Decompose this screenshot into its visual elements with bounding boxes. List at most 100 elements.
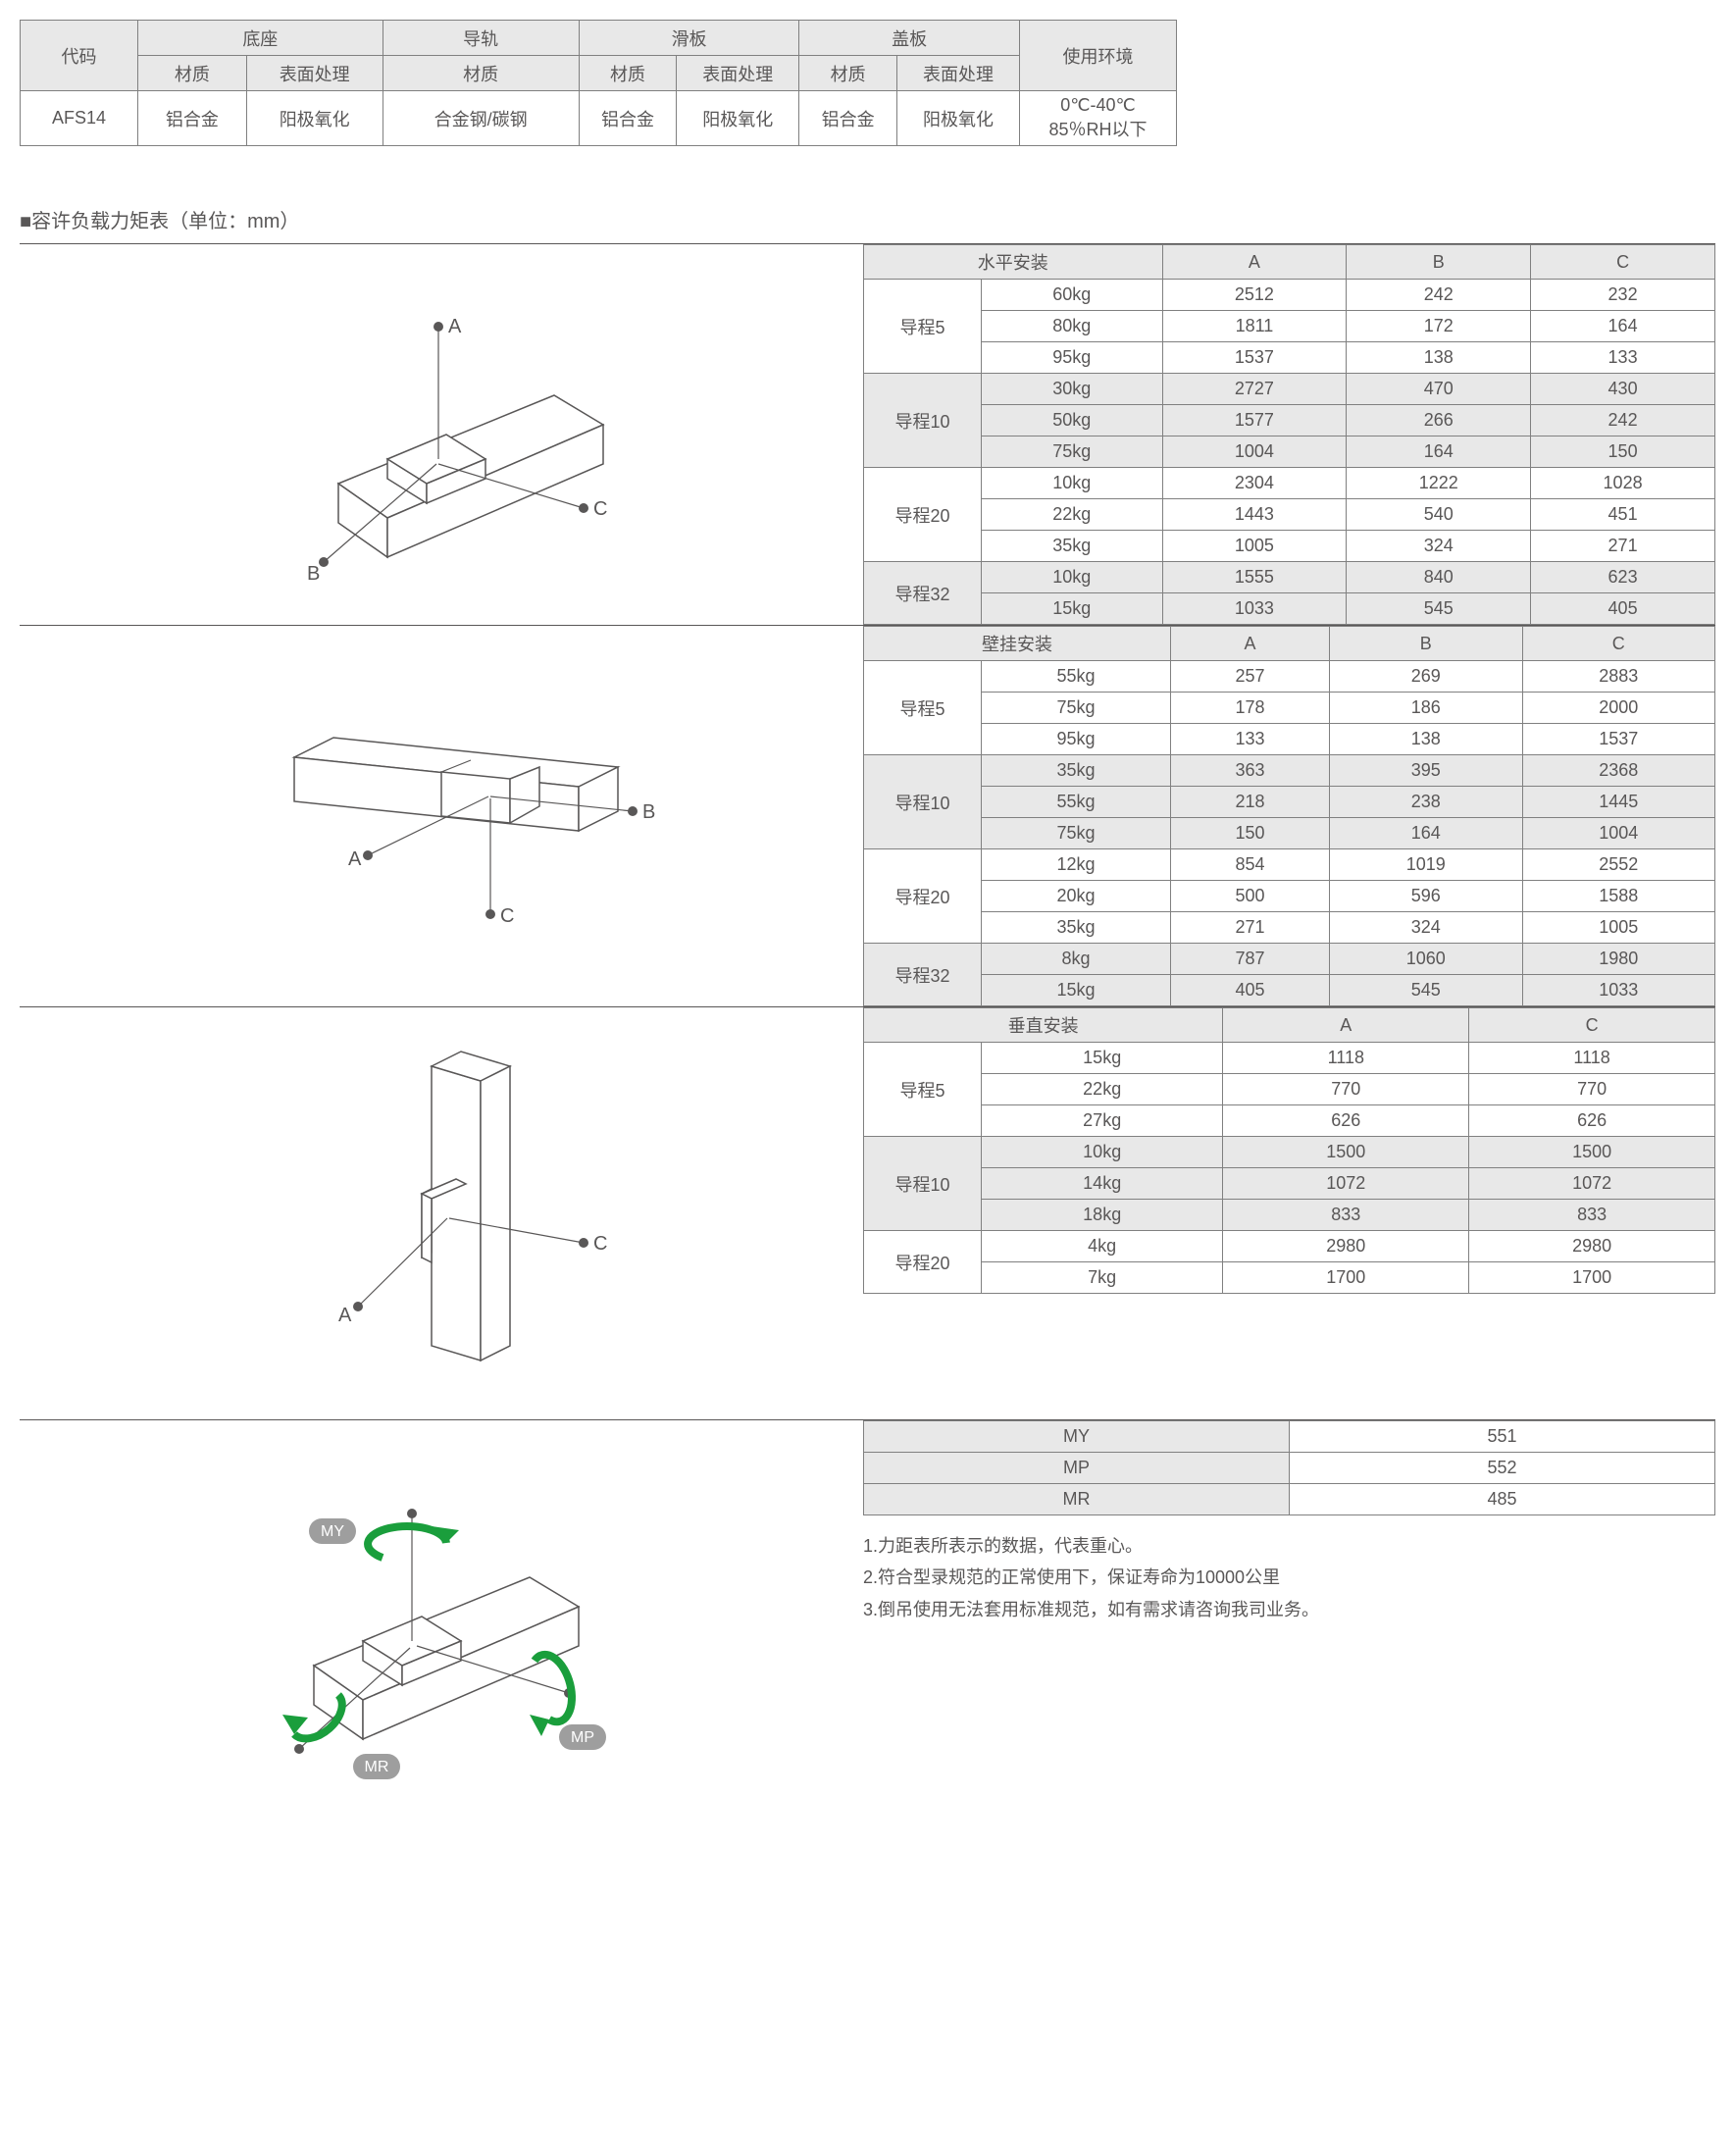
cell: 178 — [1171, 693, 1330, 724]
cell: 35kg — [982, 531, 1163, 562]
th-surface: 表面处理 — [677, 56, 799, 91]
label-c: C — [593, 498, 607, 520]
cell: 164 — [1531, 311, 1715, 342]
cell: 395 — [1330, 755, 1522, 787]
diagram-wall: B A C — [20, 626, 863, 1006]
cell: 2883 — [1522, 661, 1715, 693]
cell: 18kg — [982, 1200, 1223, 1231]
label-c: C — [593, 1233, 607, 1255]
cell: 2304 — [1162, 468, 1347, 499]
cell-lead: 导程10 — [864, 755, 982, 849]
cell: 138 — [1347, 342, 1531, 374]
cell: 1118 — [1223, 1043, 1469, 1074]
cell: 14kg — [982, 1168, 1223, 1200]
cell: 552 — [1290, 1453, 1715, 1484]
cell: 1019 — [1330, 849, 1522, 881]
cell: 4kg — [982, 1231, 1223, 1262]
th-col: C — [1469, 1008, 1715, 1043]
cell: 1500 — [1469, 1137, 1715, 1168]
material-table: 代码 底座 导轨 滑板 盖板 使用环境 材质 表面处理 材质 材质 表面处理 材… — [20, 20, 1177, 146]
th-env: 使用环境 — [1020, 21, 1177, 91]
cell: 1700 — [1223, 1262, 1469, 1294]
cell: 铝合金 — [579, 91, 677, 146]
cell: 405 — [1171, 975, 1330, 1006]
cell: 770 — [1223, 1074, 1469, 1105]
cell: 1577 — [1162, 405, 1347, 436]
section-vertical: C A 垂直安装AC导程515kg1118111822kg77077027kg6… — [20, 1007, 1715, 1420]
label-b: B — [642, 801, 655, 823]
note-line: 3.倒吊使用无法套用标准规范，如有需求请咨询我司业务。 — [863, 1594, 1715, 1625]
cell: 770 — [1469, 1074, 1715, 1105]
cell: MP — [864, 1453, 1290, 1484]
cell: 1811 — [1162, 311, 1347, 342]
cell-lead: 导程5 — [864, 1043, 982, 1137]
cell: 8kg — [982, 944, 1171, 975]
cell: 95kg — [982, 724, 1171, 755]
cell-env: 0℃-40℃ 85％RH以下 — [1020, 91, 1177, 146]
cell: 1588 — [1522, 881, 1715, 912]
cell: 15kg — [982, 1043, 1223, 1074]
cell: 324 — [1330, 912, 1522, 944]
cell: 2980 — [1469, 1231, 1715, 1262]
cell: 626 — [1469, 1105, 1715, 1137]
cell: 15kg — [982, 593, 1163, 625]
th-rail: 导轨 — [383, 21, 579, 56]
label-my: MY — [321, 1523, 344, 1540]
cell: 75kg — [982, 436, 1163, 468]
cell: 172 — [1347, 311, 1531, 342]
cell: 596 — [1330, 881, 1522, 912]
cell: 269 — [1330, 661, 1522, 693]
cell: 阳极氧化 — [246, 91, 383, 146]
section-title: ■容许负载力矩表（单位：mm） — [20, 205, 1715, 233]
cell: 10kg — [982, 562, 1163, 593]
cell: 500 — [1171, 881, 1330, 912]
cell: 1445 — [1522, 787, 1715, 818]
cell: 1072 — [1223, 1168, 1469, 1200]
cell: 623 — [1531, 562, 1715, 593]
note-line: 2.符合型录规范的正常使用下，保证寿命为10000公里 — [863, 1562, 1715, 1593]
label-b: B — [307, 563, 320, 585]
cell: 1005 — [1522, 912, 1715, 944]
cell: 1028 — [1531, 468, 1715, 499]
label-c: C — [500, 905, 514, 927]
cell: 833 — [1223, 1200, 1469, 1231]
cell: 485 — [1290, 1484, 1715, 1515]
cell: 2727 — [1162, 374, 1347, 405]
note-line: 1.力距表所表示的数据，代表重心。 — [863, 1530, 1715, 1562]
cell: 1118 — [1469, 1043, 1715, 1074]
diagram-horizontal: A C B — [20, 244, 863, 625]
cell: 22kg — [982, 1074, 1223, 1105]
table-vertical: 垂直安装AC导程515kg1118111822kg77077027kg62662… — [863, 1007, 1715, 1294]
cell-lead: 导程20 — [864, 849, 982, 944]
cell: 787 — [1171, 944, 1330, 975]
cell: 242 — [1347, 280, 1531, 311]
cell: 2980 — [1223, 1231, 1469, 1262]
th-title: 水平安装 — [864, 245, 1163, 280]
th-surface: 表面处理 — [246, 56, 383, 91]
cell: 30kg — [982, 374, 1163, 405]
cell: 12kg — [982, 849, 1171, 881]
cell: 271 — [1171, 912, 1330, 944]
cell: 551 — [1290, 1421, 1715, 1453]
cell: 164 — [1347, 436, 1531, 468]
cell: 15kg — [982, 975, 1171, 1006]
th-col: B — [1347, 245, 1531, 280]
cell: 164 — [1330, 818, 1522, 849]
cell: 1072 — [1469, 1168, 1715, 1200]
cell: 7kg — [982, 1262, 1223, 1294]
cell: 470 — [1347, 374, 1531, 405]
cell: MR — [864, 1484, 1290, 1515]
cell: 133 — [1531, 342, 1715, 374]
notes: 1.力距表所表示的数据，代表重心。2.符合型录规范的正常使用下，保证寿命为100… — [863, 1530, 1715, 1625]
cell: 430 — [1531, 374, 1715, 405]
cell: 2000 — [1522, 693, 1715, 724]
cell: 1537 — [1522, 724, 1715, 755]
cell: 405 — [1531, 593, 1715, 625]
th-col: B — [1330, 627, 1522, 661]
cell: 1555 — [1162, 562, 1347, 593]
label-mr: MR — [365, 1759, 389, 1775]
cell: 铝合金 — [138, 91, 247, 146]
cell: 545 — [1347, 593, 1531, 625]
label-a: A — [348, 848, 362, 870]
th-col: A — [1223, 1008, 1469, 1043]
